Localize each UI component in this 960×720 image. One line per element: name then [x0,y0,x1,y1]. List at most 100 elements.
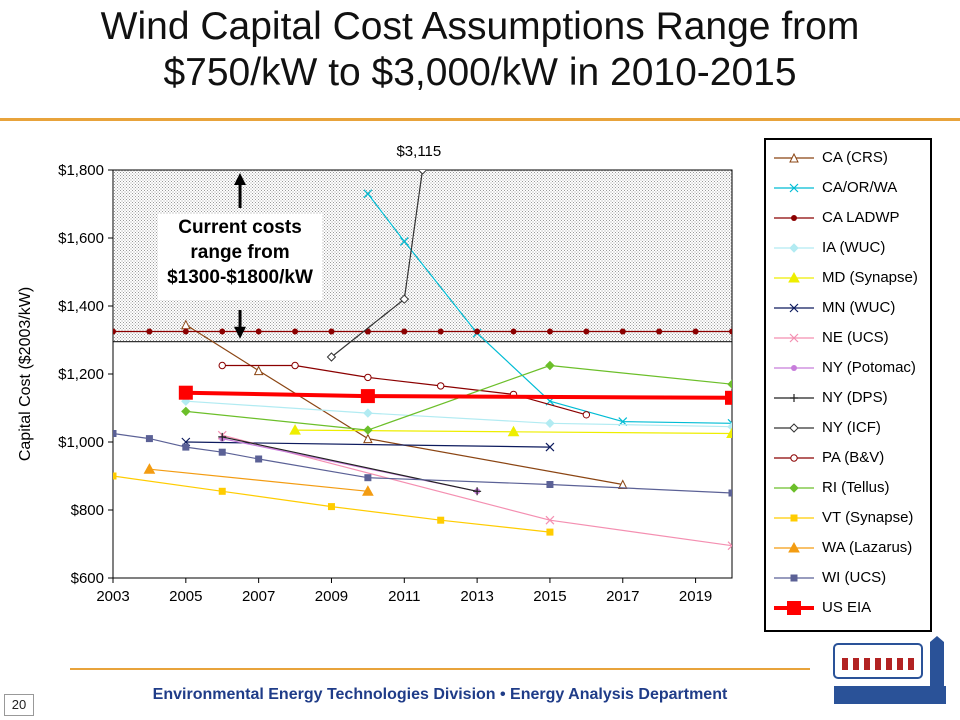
data-point [401,328,408,335]
legend-item: CA/OR/WA [772,176,932,200]
footer-divider [70,668,810,670]
title-divider [0,118,960,121]
data-point [473,487,482,496]
legend-item: NE (UCS) [772,326,932,350]
data-point [656,328,663,335]
legend-label: NY (ICF) [822,419,881,436]
data-point [363,189,373,199]
legend-item: WA (Lazarus) [772,536,932,560]
data-point [545,515,555,525]
legend-label: PA (B&V) [822,449,885,466]
data-point [437,328,444,335]
series-wi-ucs- [113,430,732,497]
legend-item: IA (WUC) [772,236,932,260]
current-costs-annotation: Current costs range from $1300-$1800/kW [158,173,322,339]
y-tick-label: $800 [71,502,104,519]
legend-swatch [774,365,814,371]
data-point [788,541,800,553]
range-arrow-head-down [234,326,246,339]
data-point [727,421,732,432]
data-point [789,483,799,493]
legend-label: CA/OR/WA [822,179,898,196]
data-point [510,328,517,335]
legend-label: CA (CRS) [822,149,888,166]
data-point [789,243,799,253]
legend-item: WI (UCS) [772,566,932,590]
x-tick-label: 2009 [315,588,348,605]
x-tick-label: 2019 [679,588,712,605]
legend-label: WA (Lazarus) [822,539,913,556]
series-wa-lazarus- [143,463,374,496]
data-point [727,541,732,551]
data-point [790,454,798,462]
berkeley-lab-logo [833,636,946,704]
data-point [788,271,800,283]
data-point [727,379,732,389]
data-point [143,463,156,474]
legend-swatch [774,183,814,193]
y-tick-label: $1,000 [58,434,104,451]
range-arrow-head-up [234,173,246,185]
data-point [619,328,626,335]
data-point [728,489,732,497]
data-point [255,328,262,335]
legend-swatch [774,333,814,343]
legend-label: MD (Synapse) [822,269,918,286]
data-point [545,442,555,452]
data-point [729,328,732,335]
legend-item: MN (WUC) [772,296,932,320]
x-tick-label: 2007 [242,588,275,605]
data-point [507,425,520,437]
data-point [178,385,193,400]
y-tick-label: $1,200 [58,366,104,383]
data-point [218,432,227,441]
x-tick-label: 2003 [96,588,129,605]
series-us-eia [178,385,732,405]
legend-item: RI (Tellus) [772,476,932,500]
legend-item: VT (Synapse) [772,506,932,530]
data-point [789,183,799,193]
legend-label: NY (Potomac) [822,359,916,376]
legend-item: NY (ICF) [772,416,932,440]
data-point [726,427,732,438]
title-line-1: Wind Capital Cost Assumptions Range from [100,5,860,48]
data-point [546,528,554,536]
series-line [113,432,732,494]
data-point [725,390,732,405]
data-point [363,408,373,418]
x-tick-label: 2013 [460,588,493,605]
legend-swatch [774,243,814,253]
data-point [546,328,553,335]
series-ny-icf- [326,170,428,362]
data-point [326,352,337,362]
data-point [437,516,445,524]
legend-item: CA (CRS) [772,146,932,170]
data-point [363,425,373,435]
legend-swatch [774,574,814,582]
data-point [113,430,117,437]
data-point [545,418,555,429]
legend-label: MN (WUC) [822,299,896,316]
data-point [790,394,798,402]
data-point [218,487,226,495]
legend-swatch [774,601,814,615]
annotation-backdrop [158,214,322,300]
data-point [181,406,191,417]
x-tick-label: 2015 [533,588,566,605]
series-line [185,324,623,486]
title-line-2: $750/kW to $3,000/kW in 2010-2015 [163,51,797,94]
data-point [219,328,226,335]
legend-item: PA (B&V) [772,446,932,470]
legend-item: NY (DPS) [772,386,932,410]
annotation-line: range from [190,242,289,263]
legend-swatch [774,394,814,402]
data-point [364,474,372,482]
data-point [291,361,299,370]
data-point [328,328,335,335]
capital-cost-chart: $600 $800 $1,000 $1,200 $1,400 $1,600 $1,800 20… [17,143,733,605]
data-point [437,382,445,390]
data-point [218,448,226,456]
data-point [787,601,801,615]
legend-swatch [774,483,814,493]
data-point [145,435,153,443]
